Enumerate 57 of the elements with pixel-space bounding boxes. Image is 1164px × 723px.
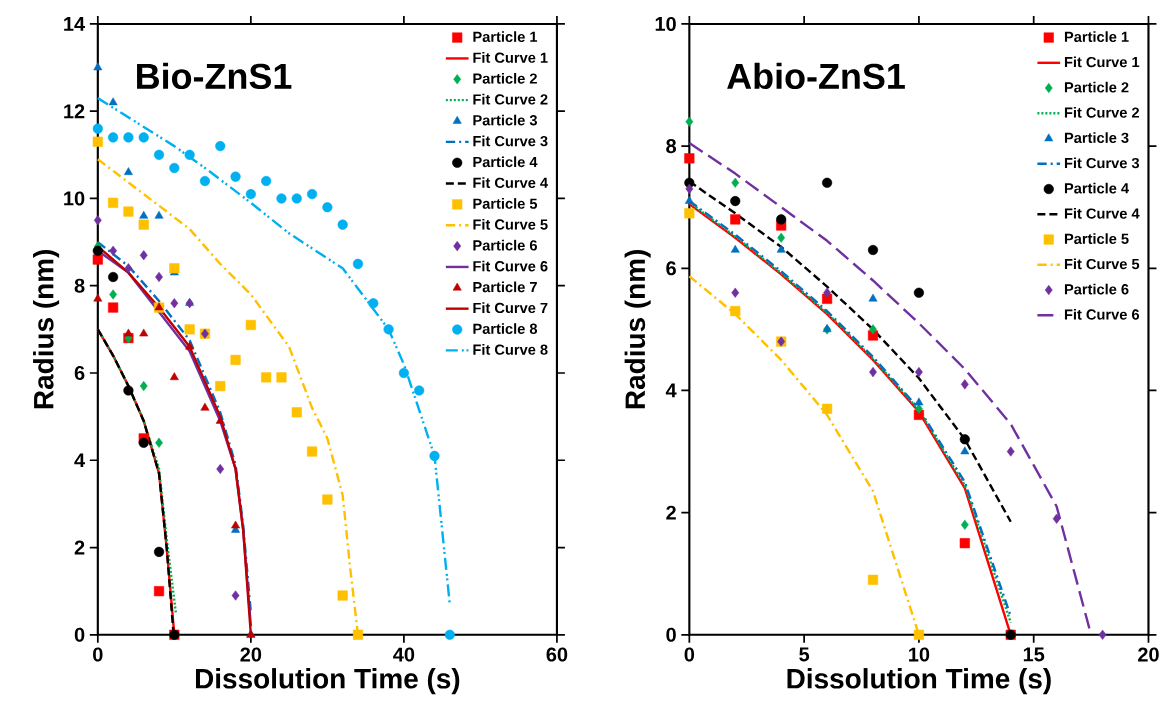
x-axis-title: Dissolution Time (s) [787,668,1051,695]
legend-label: Fit Curve 7 [473,302,548,314]
legend-label: Particle 8 [473,323,538,335]
x-tick-label: 5 [799,647,810,662]
legend-label: Fit Curve 4 [473,177,548,189]
legend-label: Fit Curve 8 [473,344,548,356]
legend-label: Fit Curve 5 [473,219,548,230]
legend-label: Fit Curve 2 [473,94,548,105]
x-tick-label: 15 [1023,647,1045,662]
y-tick-label: 12 [64,104,85,119]
y-tick-label: 0 [666,627,676,643]
legend-label: Fit Curve 2 [1064,107,1140,118]
legend-label: Fit Curve 3 [1064,157,1140,169]
legend-label: Particle 2 [1064,81,1129,93]
y-axis-title: Radius (nm) [624,250,651,409]
legend-label: Particle 6 [1064,283,1129,295]
legend-label: Fit Curve 1 [1064,56,1140,68]
y-tick-label: 14 [64,17,86,31]
text: Bio-ZnS1 [137,62,292,90]
y-tick-label: 8 [666,139,677,154]
y-tick-label: 10 [655,17,676,32]
x-tick-label: 20 [1138,647,1159,662]
legend-label: Particle 7 [473,281,537,293]
x-axis-title: Dissolution Time (s) [195,668,460,695]
legend-label: Particle 4 [1064,182,1129,194]
legend-label: Particle 3 [473,114,537,126]
legend-label: Particle 3 [1064,132,1129,144]
legend-label: Particle 4 [473,156,538,168]
x-tick-label: 0 [684,647,695,662]
y-tick-label: 6 [74,366,85,381]
legend-label: Particle 5 [1064,233,1129,245]
x-tick-label: 0 [93,647,103,662]
legend-label: Fit Curve 5 [1064,258,1140,270]
legend-label: Fit Curve 3 [473,135,548,147]
legend-label: Fit Curve 6 [1064,309,1140,320]
legend-label: Particle 1 [1064,31,1129,43]
x-tick-label: 20 [240,647,262,662]
y-tick-label: 2 [74,540,85,555]
legend-label: Particle 5 [473,198,538,210]
legend-label: Fit Curve 6 [473,260,548,272]
legend-label: Particle 6 [473,240,537,251]
y-tick-label: 8 [74,278,85,293]
y-tick-label: 4 [74,453,86,468]
legend-label: Fit Curve 4 [1064,208,1140,219]
y-axis-title: Radius (nm) [33,250,60,409]
x-tick-label: 10 [909,647,930,662]
x-tick-label: 60 [546,647,568,662]
text: Abio-ZnS1 [727,62,905,90]
y-tick-label: 0 [74,627,85,643]
y-tick-label: 10 [64,191,85,206]
x-tick-label: 40 [393,647,415,662]
legend-label: Particle 1 [473,31,538,43]
legend-label: Particle 2 [473,73,537,84]
y-tick-label: 6 [666,261,676,276]
y-tick-label: 4 [665,383,677,398]
legend-label: Fit Curve 1 [473,52,548,64]
y-tick-label: 2 [666,505,676,520]
